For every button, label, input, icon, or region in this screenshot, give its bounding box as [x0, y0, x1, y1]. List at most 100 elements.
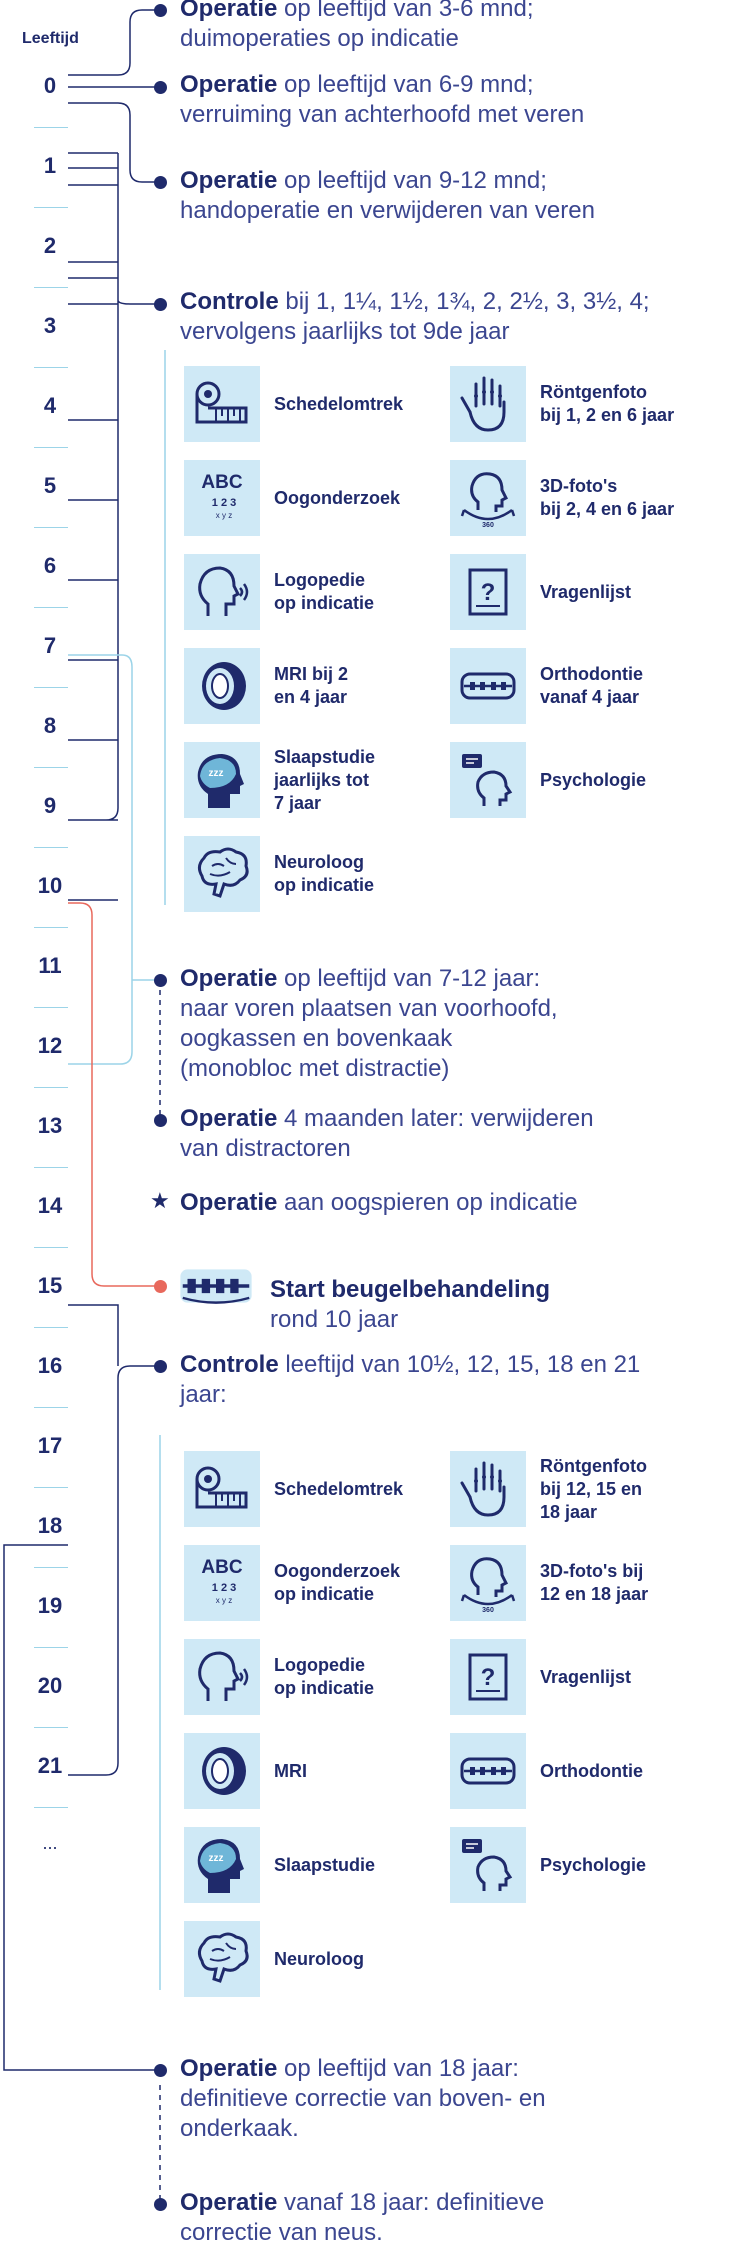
age-separator: [34, 687, 68, 688]
speech-head-icon: [184, 554, 260, 630]
event-op-9-12mnd: Operatie op leeftijd van 9-12 mnd; handop…: [180, 167, 595, 224]
brain-icon: [184, 836, 260, 912]
age-label: 1: [43, 153, 57, 178]
head-360-icon: 360: [450, 1545, 526, 1621]
svg-text:360: 360: [482, 1607, 494, 1614]
event-bullet: [154, 974, 167, 987]
tape-measure-icon: [184, 366, 260, 442]
event-bullet: [154, 176, 167, 189]
age-separator: [34, 1247, 68, 1248]
item-label-line: 3D-foto's bij: [540, 1561, 644, 1581]
eye-chart-icon: ABC 1 2 3 x y z: [184, 460, 260, 536]
item-label-line: Slaapstudie: [274, 746, 376, 767]
age-separator: [34, 1647, 68, 1648]
svg-text:?: ?: [481, 1664, 496, 1691]
age-separator: [34, 1567, 68, 1568]
item-label: MRI bij 2 en 4 jaar: [274, 663, 348, 709]
age-label: 5: [43, 473, 57, 498]
speech-head-icon: [184, 1639, 260, 1715]
item-label-line: op indicatie: [274, 593, 375, 613]
item-label-line: Neuroloog: [274, 852, 364, 872]
item-label-line: bij 12, 15 en: [540, 1478, 643, 1499]
age-label: 14: [37, 1193, 63, 1218]
item-label-line: Orthodontie: [540, 664, 643, 684]
xray-hand-icon: [450, 1451, 526, 1527]
event-bullet: [154, 4, 167, 17]
event-bullet: [154, 2064, 167, 2077]
age-label: 13: [37, 1113, 63, 1138]
event-bullet-braces: [154, 1280, 167, 1293]
item-label-line: 3D-foto's: [540, 476, 618, 496]
item-label: MRI: [274, 1760, 307, 1783]
connector-op-18: [3, 1544, 160, 2071]
psychology-head-icon: [450, 1827, 526, 1903]
age-separator: [34, 847, 68, 848]
star-icon: ★: [150, 1188, 170, 1213]
age-label: 8: [43, 713, 57, 738]
event-bullet: [154, 1360, 167, 1373]
age-label: 0: [43, 73, 57, 98]
item-label-line: Orthodontie: [540, 1760, 643, 1781]
mri-icon: [184, 648, 260, 724]
psychology-head-icon: [450, 742, 526, 818]
item-label-line: bij 1, 2 en 6 jaar: [540, 405, 675, 425]
connector-controle1: [68, 152, 160, 821]
item-label: Neuroloog op indicatie: [274, 851, 374, 897]
age-separator: [34, 927, 68, 928]
event-braces: Start beugelbehandeling rond 10 jaar: [270, 1276, 551, 1333]
age-axis-title: Leeftijd: [22, 30, 79, 47]
item-label-line: 12 en 18 jaar: [540, 1584, 649, 1604]
item-label-line: Oogonderzoek: [274, 1561, 401, 1581]
svg-text:zzz: zzz: [209, 1853, 224, 1864]
item-label-line: vanaf 4 jaar: [540, 687, 640, 707]
item-label-line: Logopedie: [274, 570, 365, 590]
svg-text:360: 360: [482, 522, 494, 529]
age-label: 11: [38, 953, 62, 978]
event-op-3-6mnd: Operatie op leeftijd van 3-6 mnd; duimope…: [180, 0, 534, 52]
age-separator: [34, 1727, 68, 1728]
item-label-line: Vragenlijst: [540, 581, 632, 602]
svg-text:zzz: zzz: [209, 768, 224, 779]
item-label: Logopedie op indicatie: [274, 569, 374, 615]
head-360-icon: 360: [450, 460, 526, 536]
event-op-6-9mnd: Operatie op leeftijd van 6-9 mnd; verruim…: [180, 71, 585, 128]
age-separator: [34, 1807, 68, 1808]
item-label-line: Psychologie: [540, 1854, 647, 1875]
event-controle-1: Controle bij 1, 1¼, 1½, 1¾, 2, 2½, 3, 3½…: [180, 288, 650, 345]
connector-monobloc-light: [68, 654, 160, 1065]
age-separator: [34, 1167, 68, 1168]
age-label: 10: [37, 873, 63, 898]
item-label: Vragenlijst: [540, 581, 631, 604]
svg-text:1 2 3: 1 2 3: [212, 497, 236, 509]
svg-text:1 2 3: 1 2 3: [212, 1582, 236, 1594]
age-separator: [34, 127, 68, 128]
age-label: 18: [37, 1513, 63, 1538]
svg-text:x y z: x y z: [216, 1596, 232, 1605]
item-label: Orthodontie vanaf 4 jaar: [540, 663, 643, 709]
item-label-line: op indicatie: [274, 875, 375, 895]
item-label: Röntgenfoto bij 1, 2 en 6 jaar: [540, 381, 674, 427]
sleep-head-icon: zzz: [184, 1827, 260, 1903]
event-op-18jaar: Operatie op leeftijd van 18 jaar: definit…: [180, 2055, 546, 2142]
item-label-line: Neuroloog: [274, 1948, 364, 1969]
item-label-line: Oogonderzoek: [274, 487, 401, 508]
age-separator: [34, 1087, 68, 1088]
connector-op1: [68, 9, 160, 76]
age-label: 9: [43, 793, 57, 818]
connector-op3: [68, 102, 160, 183]
item-label: 3D-foto's bij 12 en 18 jaar: [540, 1560, 648, 1606]
age-label: 21: [37, 1753, 63, 1778]
age-separator: [34, 207, 68, 208]
teeth-braces-icon: [450, 1733, 526, 1809]
svg-text:x y z: x y z: [216, 511, 232, 520]
svg-text:ABC: ABC: [201, 1557, 242, 1578]
age-label: 12: [37, 1033, 63, 1058]
item-label: Vragenlijst: [540, 1666, 631, 1689]
item-label-line: Röntgenfoto: [540, 382, 647, 402]
age-label: 15: [37, 1273, 63, 1298]
item-label: Neuroloog: [274, 1948, 364, 1971]
questionnaire-icon: ?: [450, 1639, 526, 1715]
age-separator: [34, 527, 68, 528]
age-separator: [34, 607, 68, 608]
item-label: Röntgenfoto bij 12, 15 en 18 jaar: [540, 1455, 647, 1524]
